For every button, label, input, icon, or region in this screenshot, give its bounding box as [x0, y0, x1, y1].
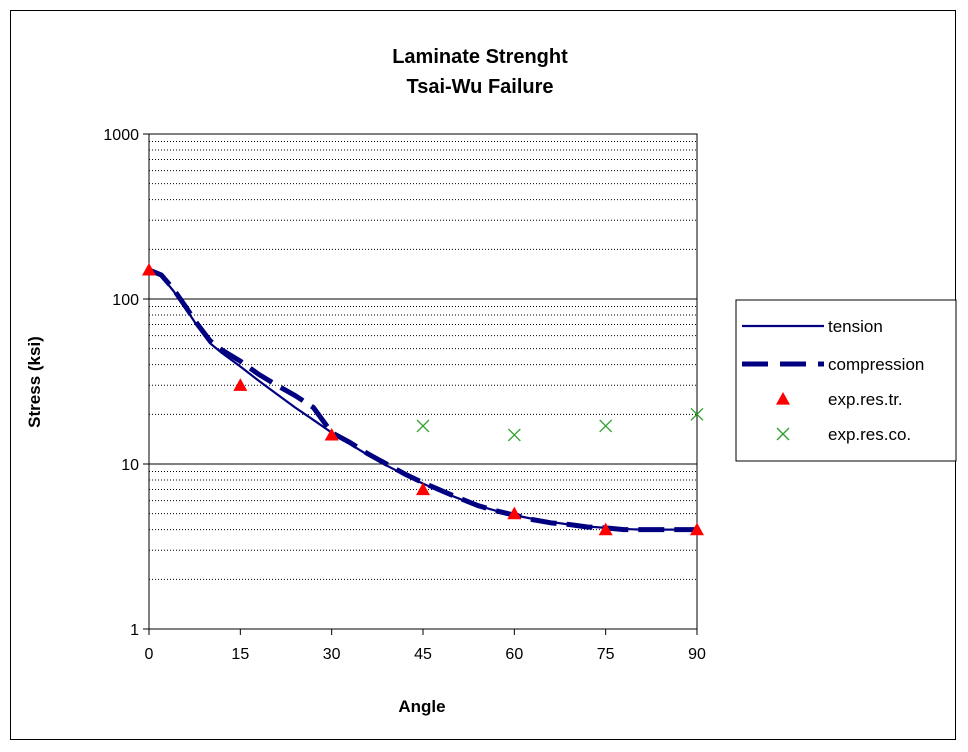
- grid-layer: [149, 133, 697, 630]
- legend-swatch-exp-res-co: [776, 427, 790, 441]
- series-exp-res-co-point: [599, 419, 613, 433]
- x-tick-label: 90: [688, 646, 706, 663]
- legend-label-exp-res-tr: exp.res.tr.: [828, 390, 903, 409]
- series-exp-res-co-point: [690, 407, 704, 421]
- y-tick-label: 100: [112, 292, 139, 309]
- series-exp-res-tr-point: [142, 262, 156, 276]
- y-tick-label: 1: [130, 622, 139, 639]
- y-axis-title: Stress (ksi): [25, 336, 44, 428]
- x-tick-label: 15: [231, 646, 249, 663]
- x-tick-label: 30: [323, 646, 341, 663]
- legend: tension compression exp.res.tr. exp.res.co.: [735, 299, 957, 462]
- legend-label-compression: compression: [828, 355, 924, 374]
- series-exp-res-tr-point: [598, 522, 613, 536]
- chart-title-line-1: Laminate Strenght: [392, 46, 568, 68]
- plot-area-border: [148, 133, 698, 630]
- x-tick-label: 60: [505, 646, 523, 663]
- x-stroke: [507, 428, 521, 442]
- x-axis-title: Angle: [398, 697, 445, 716]
- legend-label-tension: tension: [828, 317, 883, 336]
- series-exp-res-tr-point: [690, 522, 704, 536]
- legend-label-exp-res-co: exp.res.co.: [828, 425, 911, 444]
- x-stroke: [690, 407, 704, 421]
- legend-swatch-exp-res-tr: [776, 392, 790, 405]
- x-stroke: [599, 419, 613, 433]
- series-compression-line: [148, 267, 697, 533]
- x-tick-label: 45: [414, 646, 432, 663]
- series-exp-res-tr-point: [324, 427, 339, 441]
- x-tick-label: 0: [145, 646, 154, 663]
- x-tick-label: 75: [597, 646, 615, 663]
- series-exp-res-co-point: [507, 428, 521, 442]
- series-exp-res-tr-point: [507, 506, 522, 520]
- series-exp-res-co-point: [416, 419, 430, 433]
- series-exp-res-tr-point: [416, 482, 430, 496]
- axes-layer: 1 10 100 1000 0 15 30 45 60 75 90: [103, 127, 706, 663]
- series-exp-res-tr-point: [233, 378, 248, 391]
- chart-title-line-2: Tsai-Wu Failure: [406, 76, 553, 98]
- x-stroke: [416, 419, 430, 433]
- x-stroke: [776, 427, 790, 441]
- y-tick-label: 10: [121, 457, 139, 474]
- series-layer: [142, 262, 704, 536]
- y-tick-label: 1000: [103, 127, 139, 144]
